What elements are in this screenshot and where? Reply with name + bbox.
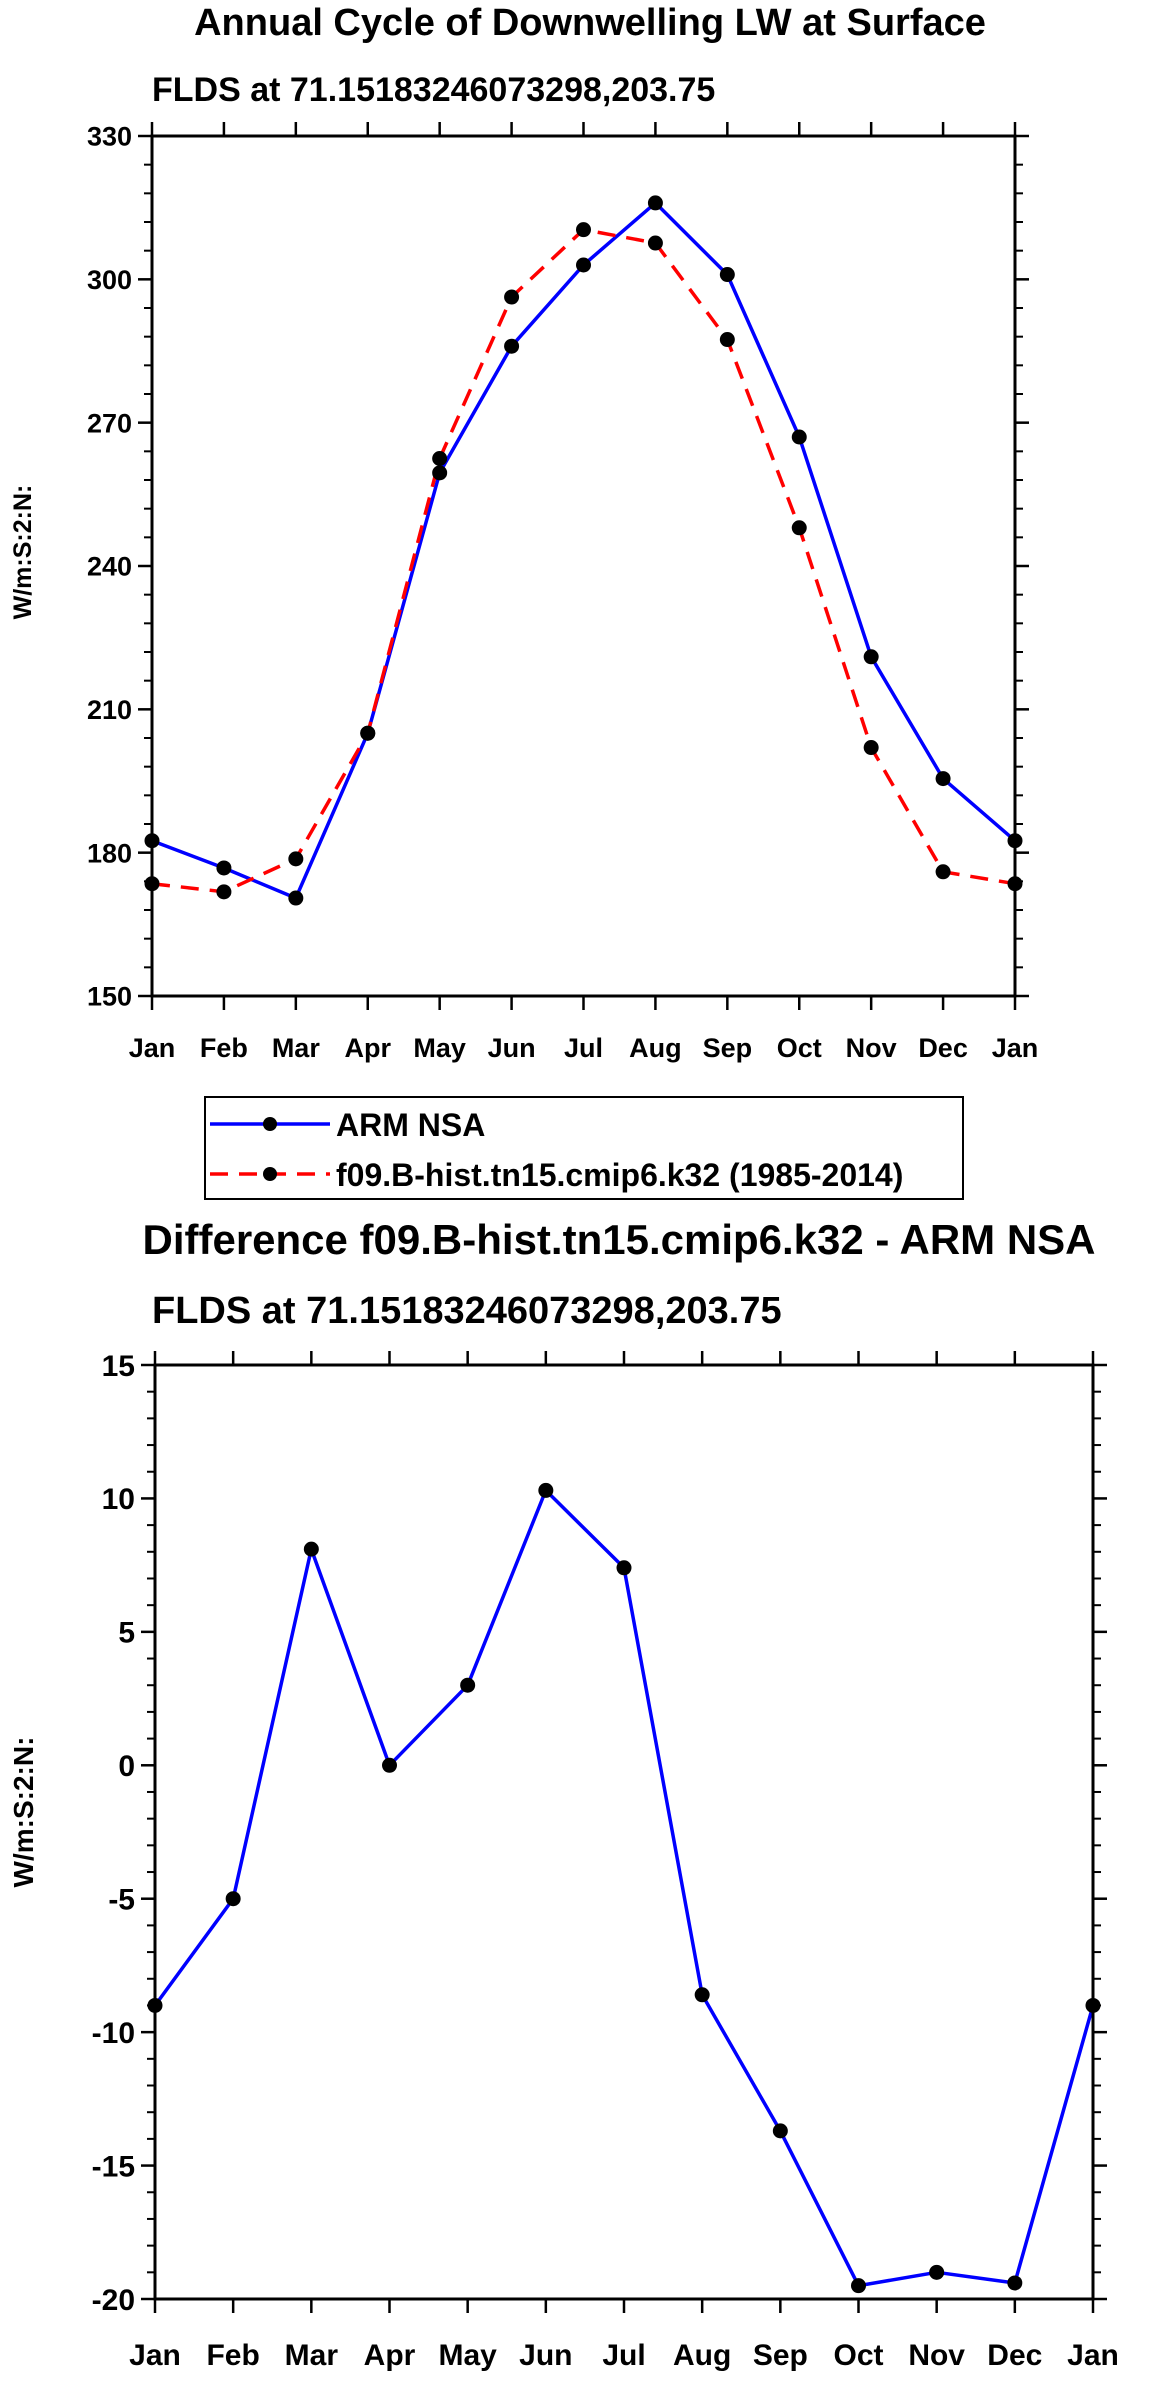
x-tick-label: Sep <box>703 1033 753 1063</box>
data-point-series-0 <box>935 771 951 787</box>
difference-chart: Difference f09.B-hist.tn15.cmip6.k32 - A… <box>8 1216 1119 2372</box>
x-tick-label: Apr <box>364 2339 416 2372</box>
x-tick-label: Jan <box>129 2339 181 2372</box>
legend-entry-arm: ARM NSA <box>210 1107 485 1143</box>
x-tick-label: Jun <box>519 2339 572 2372</box>
x-tick-label: May <box>413 1033 466 1063</box>
x-tick-label: Aug <box>673 2339 731 2372</box>
x-tick-label: Oct <box>777 1033 822 1063</box>
y-tick-label: 270 <box>87 408 132 438</box>
data-point-series-1 <box>576 222 591 238</box>
chart-1-plot-frame <box>150 134 1017 998</box>
chart-1-subtitle: FLDS at 71.15183246073298,203.75 <box>152 71 715 109</box>
x-tick-label: Aug <box>629 1033 681 1063</box>
x-tick-label: Nov <box>908 2339 965 2372</box>
data-point-series-1 <box>935 864 951 880</box>
data-point-series-0 <box>303 1541 319 1557</box>
x-tick-label: May <box>438 2339 497 2372</box>
legend-box <box>204 1096 964 1200</box>
data-point-series-0 <box>647 195 663 211</box>
data-point-series-1 <box>863 740 879 756</box>
chart-1-ticks: 150 180 210 240 270 300 330 Jan Feb Mar Apr May Jun J… <box>87 122 1038 1063</box>
data-point-series-1 <box>791 520 807 536</box>
data-point-series-0 <box>576 257 591 273</box>
chart-2-subtitle: FLDS at 71.15183246073298,203.75 <box>152 1290 782 1332</box>
data-point-series-1 <box>504 289 520 305</box>
data-point-series-0 <box>225 1891 241 1907</box>
data-point-series-0 <box>772 2123 788 2139</box>
y-tick-label: 240 <box>87 552 132 582</box>
y-tick-label: 180 <box>87 838 132 868</box>
data-point-series-1 <box>432 451 448 466</box>
x-tick-label: Jan <box>1067 2339 1119 2372</box>
annual-cycle-chart: Annual Cycle of Downwelling LW at Surfac… <box>9 2 1038 1063</box>
y-tick-label: 0 <box>118 1750 135 1783</box>
series-line-0 <box>153 1488 1095 2288</box>
x-tick-label: Jan <box>992 1033 1039 1063</box>
chart-2-ticks: -20 -15 -10 -5 0 5 10 15 Jan Feb Mar Apr May Jun Jul Au… <box>92 1350 1119 2372</box>
x-tick-label: Mar <box>272 1033 321 1063</box>
chart-1-title: Annual Cycle of Downwelling LW at Surfac… <box>194 2 986 44</box>
y-tick-label: -15 <box>92 2150 135 2183</box>
y-tick-label: 150 <box>87 982 132 1012</box>
chart-1-series <box>144 195 1023 906</box>
x-tick-label: Dec <box>918 1033 968 1063</box>
y-tick-label: -10 <box>92 2017 135 2050</box>
y-tick-label: -20 <box>92 2284 135 2317</box>
y-tick-label: 300 <box>87 265 132 295</box>
y-tick-label: 5 <box>118 1617 135 1650</box>
data-point-series-0 <box>460 1677 476 1693</box>
data-point-series-0 <box>719 267 735 283</box>
y-tick-label: -5 <box>108 1884 135 1917</box>
legend-entry-model: f09.B-hist.tn15.cmip6.k32 (1985-2014) <box>210 1157 903 1193</box>
data-point-series-0 <box>851 2278 866 2294</box>
x-tick-label: Jul <box>564 1033 603 1063</box>
chart-1-ylabel: W/m:S:2:N: <box>9 485 37 620</box>
data-point-series-1 <box>216 884 232 900</box>
legend-model-label: f09.B-hist.tn15.cmip6.k32 (1985-2014) <box>336 1157 903 1193</box>
chart-2-plot-frame <box>153 1363 1095 2301</box>
y-tick-label: 330 <box>87 122 132 152</box>
x-tick-label: Nov <box>846 1033 897 1063</box>
series-line-0 <box>151 201 1017 900</box>
legend-arm-label: ARM NSA <box>336 1107 485 1143</box>
data-point-series-0 <box>382 1757 397 1773</box>
data-point-series-0 <box>694 1987 710 2003</box>
data-point-series-0 <box>863 649 879 665</box>
data-point-series-0 <box>929 2264 945 2280</box>
chart-2-ylabel: W/m:S:2:N: <box>8 1737 39 1888</box>
x-tick-label: Mar <box>285 2339 339 2372</box>
x-tick-label: Feb <box>200 1033 248 1063</box>
legend-model-marker <box>263 1167 277 1181</box>
legend-arm-marker <box>263 1117 277 1131</box>
x-tick-label: Sep <box>753 2339 808 2372</box>
data-point-series-1 <box>647 235 663 251</box>
chart-2-title: Difference f09.B-hist.tn15.cmip6.k32 - A… <box>142 1216 1095 1263</box>
data-point-series-0 <box>288 890 304 906</box>
x-tick-label: Jun <box>488 1033 536 1063</box>
data-point-series-0 <box>791 429 807 445</box>
chart-2-series <box>147 1482 1101 2294</box>
data-point-series-1 <box>719 332 735 348</box>
data-point-series-0 <box>616 1560 632 1576</box>
x-tick-label: Apr <box>345 1033 392 1063</box>
data-point-series-0 <box>504 338 520 354</box>
data-point-series-0 <box>538 1482 554 1498</box>
data-point-series-1 <box>360 725 376 741</box>
x-tick-label: Jul <box>602 2339 645 2372</box>
series-line-1 <box>151 227 1016 894</box>
x-tick-label: Dec <box>987 2339 1042 2372</box>
x-tick-label: Oct <box>833 2339 883 2372</box>
data-point-series-0 <box>432 465 448 481</box>
legend: ARM NSA f09.B-hist.tn15.cmip6.k32 (1985-… <box>204 1096 964 1200</box>
x-tick-label: Jan <box>129 1033 176 1063</box>
data-point-series-0 <box>216 860 232 876</box>
x-tick-label: Feb <box>206 2339 259 2372</box>
data-point-series-1 <box>288 851 304 867</box>
y-tick-label: 210 <box>87 695 132 725</box>
y-tick-label: 10 <box>102 1483 135 1516</box>
y-tick-label: 15 <box>102 1350 135 1383</box>
data-point-series-0 <box>1007 2275 1023 2291</box>
